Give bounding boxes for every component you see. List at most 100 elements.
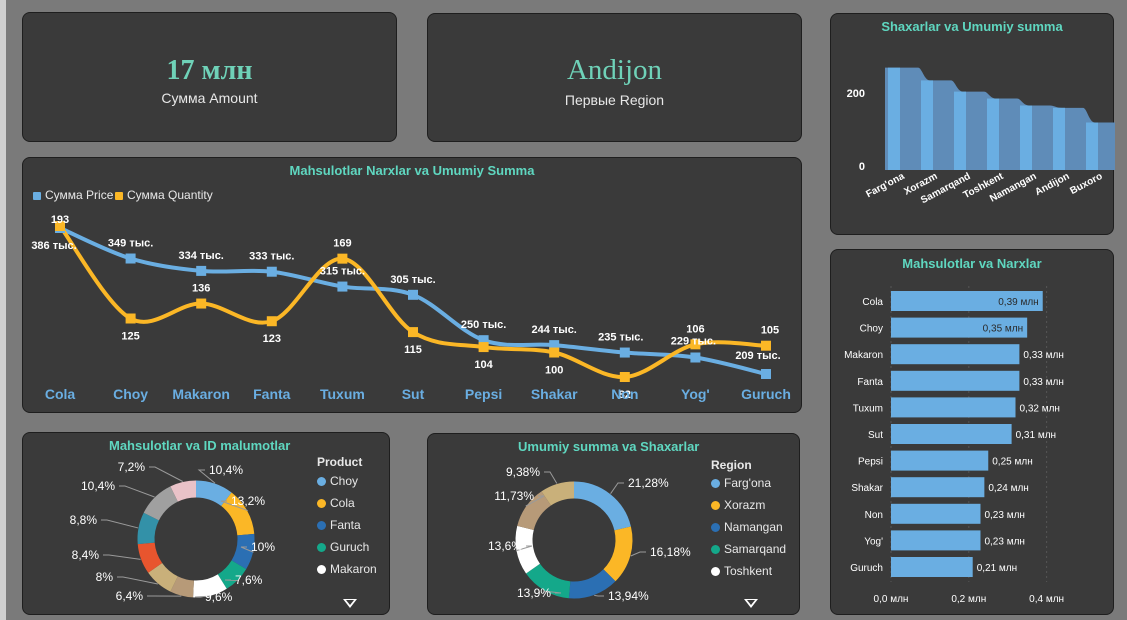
- bar: [891, 503, 981, 524]
- price-data-label: 235 тыс.: [598, 332, 643, 344]
- price-data-label: 334 тыс.: [179, 250, 224, 262]
- legend-label: Toshkent: [724, 564, 773, 578]
- donut-data-label: 7,6%: [235, 573, 263, 587]
- legend-label: Choy: [330, 474, 359, 488]
- legend-item[interactable]: Makaron: [317, 562, 377, 576]
- donut-slice: [143, 486, 179, 521]
- quantity-data-label: 136: [192, 283, 210, 295]
- price-point: [690, 352, 701, 363]
- legend-item[interactable]: Samarqand: [711, 542, 786, 556]
- bar-data-label: 0,33 млн: [1023, 377, 1063, 388]
- legend-item[interactable]: Namangan: [711, 520, 783, 534]
- price-data-label: 244 тыс.: [532, 324, 577, 336]
- legend-label: Xorazm: [724, 498, 766, 512]
- donut-data-label: 16,18%: [650, 545, 691, 559]
- x-axis-tick-label: Farg'ona: [864, 171, 906, 201]
- donut-slice: [231, 533, 255, 570]
- legend-item[interactable]: Farg'ona: [711, 476, 771, 490]
- price-point: [478, 335, 489, 346]
- legend-item[interactable]: Guruch: [317, 540, 369, 554]
- legend-item[interactable]: Fanta: [317, 518, 361, 532]
- area-shape: [885, 67, 1115, 170]
- price-data-label: 250 тыс.: [461, 319, 506, 331]
- y-axis-tick-label: Cola: [862, 297, 883, 308]
- donut-leader-line: [544, 471, 558, 484]
- y-axis-tick-label: Non: [865, 510, 883, 521]
- legend-item[interactable]: Cola: [317, 496, 355, 510]
- area-column: [888, 67, 900, 170]
- area-chart-title: Shaxarlar va Umumiy summa: [881, 19, 1063, 34]
- legend-label: Makaron: [330, 562, 377, 576]
- donut-data-label: 8%: [96, 570, 114, 584]
- hbar-chart-plot: 0,0 млн 0,2 млн 0,4 млн Cola 0,39 млн Choy 0,3…: [844, 286, 1064, 605]
- donut-slice: [137, 542, 163, 573]
- donut-product-legend-title: Product: [317, 455, 363, 469]
- quantity-series-line: [58, 224, 767, 380]
- x-axis-tick-label: 0,0 млн: [874, 594, 909, 605]
- bar: [891, 450, 989, 471]
- donut-data-label: 9,38%: [506, 465, 540, 479]
- price-point: [761, 369, 771, 379]
- quantity-point: [55, 221, 65, 231]
- kpi-region-value: Andijon: [566, 54, 663, 86]
- legend-swatch: [711, 523, 720, 532]
- legend-quantity[interactable]: Сумма Quantity: [115, 188, 213, 202]
- donut-region-card[interactable]: Umumiy summa va Shaxarlar 21,28% 16,18% 13…: [427, 433, 800, 615]
- donut-region-plot: 21,28% 16,18% 13,94% 13,9% 13,6% 11,73% 9,38%: [488, 465, 691, 603]
- quantity-data-label: 100: [545, 365, 563, 377]
- line-chart-card[interactable]: Mahsulotlar Narxlar va Umumiy Summa Сумм…: [22, 157, 802, 413]
- donut-data-label: 7,2%: [118, 460, 146, 474]
- quantity-data-label: 104: [474, 359, 493, 371]
- bar-data-label: 0,25 млн: [992, 457, 1032, 468]
- price-point: [337, 281, 348, 292]
- window-edge: [0, 0, 6, 620]
- legend-swatch: [317, 477, 326, 486]
- quantity-data-label: 105: [761, 325, 779, 337]
- x-axis-tick-label: 0,2 млн: [951, 594, 986, 605]
- legend-item[interactable]: Toshkent: [711, 564, 772, 578]
- donut-leader-line: [149, 466, 183, 482]
- kpi-card-region[interactable]: Andijon Первые Region: [427, 13, 802, 142]
- area-column: [987, 98, 999, 170]
- y-axis-tick-label: Sut: [868, 430, 883, 441]
- legend-scroll-down-icon[interactable]: [744, 599, 758, 608]
- legend-item[interactable]: Choy: [317, 474, 358, 488]
- bar-data-label: 0,35 млн: [983, 324, 1023, 335]
- legend-swatch: [711, 567, 720, 576]
- donut-data-label: 13,9%: [517, 586, 551, 600]
- donut-leader-line: [610, 482, 624, 494]
- price-data-label: 209 тыс.: [735, 350, 780, 362]
- donut-product-card[interactable]: Mahsulotlar va ID malumotlar 10,4% 13,2% 1…: [22, 432, 390, 615]
- donut-data-label: 6,4%: [116, 589, 144, 603]
- price-data-label: 333 тыс.: [249, 251, 294, 263]
- legend-swatch: [317, 499, 326, 508]
- area-chart-card[interactable]: Shaxarlar va Umumiy summa 0 200 Farg'ona Xo…: [830, 13, 1115, 235]
- legend-price[interactable]: Сумма Price: [33, 188, 113, 202]
- price-point: [549, 340, 560, 351]
- donut-slice: [137, 512, 160, 545]
- legend-scroll-down-icon[interactable]: [343, 599, 357, 608]
- donut-leader-line: [220, 500, 248, 512]
- hbar-chart-card[interactable]: Mahsulotlar va Narxlar 0,0 млн 0,2 млн 0,4…: [830, 249, 1114, 615]
- area-chart-plot: 0200Farg'onaXorazmSamarqandToshkentNaman…: [847, 67, 1115, 206]
- legend-swatch: [317, 565, 326, 574]
- y-axis-tick-label: Choy: [860, 324, 883, 335]
- x-axis-tick-label: Shakar: [531, 386, 578, 402]
- x-axis-tick-label: Sut: [402, 386, 425, 402]
- y-axis-tick-label: Yog': [864, 536, 883, 547]
- area-column: [954, 91, 966, 170]
- y-axis-tick-label: 0: [859, 161, 865, 173]
- donut-leader-line: [103, 554, 141, 560]
- bar-data-label: 0,39 млн: [998, 297, 1038, 308]
- legend-item[interactable]: Xorazm: [711, 498, 765, 512]
- kpi-card-amount[interactable]: 17 млн Сумма Amount: [22, 12, 397, 142]
- legend-swatch: [711, 545, 720, 554]
- donut-slice: [515, 525, 541, 574]
- donut-slice: [148, 562, 179, 592]
- donut-data-label: 21,28%: [628, 476, 669, 490]
- bar-data-label: 0,21 млн: [977, 563, 1017, 574]
- donut-data-label: 10,4%: [81, 479, 115, 493]
- legend-swatch: [711, 501, 720, 510]
- x-axis-tick-label: Pepsi: [465, 386, 502, 402]
- donut-data-label: 11,73%: [494, 489, 534, 503]
